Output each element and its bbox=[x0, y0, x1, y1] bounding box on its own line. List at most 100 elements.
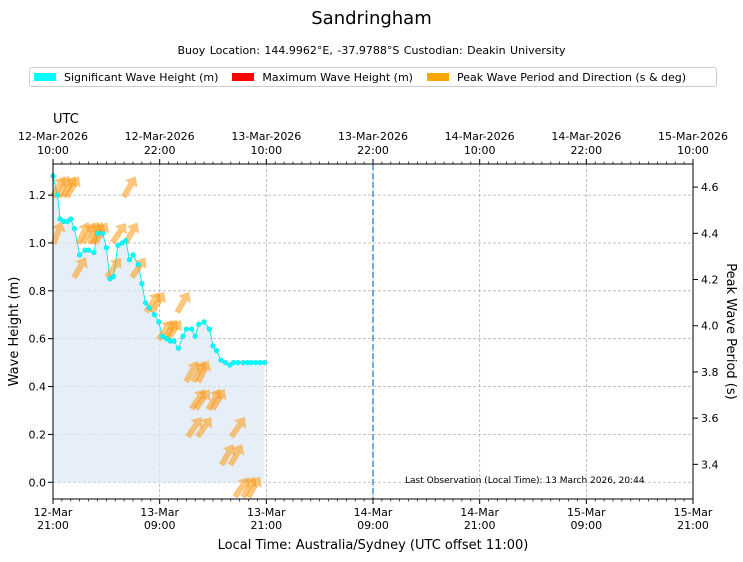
significant-height-point bbox=[213, 348, 220, 354]
x-tick-label: 15-Mar bbox=[567, 506, 606, 519]
y2-tick-label: 4.6 bbox=[701, 181, 719, 194]
axis-labels: 12-Mar21:0013-Mar09:0013-Mar21:0014-Mar0… bbox=[7, 130, 738, 553]
peak-period-arrow bbox=[71, 257, 88, 280]
period-arrows bbox=[50, 175, 262, 499]
legend-label: Significant Wave Height (m) bbox=[64, 70, 219, 84]
significant-height-point bbox=[139, 281, 145, 287]
top-x-tick-label: 22:00 bbox=[144, 144, 176, 157]
arrow-shape bbox=[227, 444, 245, 467]
arrow-shape bbox=[174, 291, 191, 314]
significant-height-point bbox=[110, 273, 117, 280]
peak-period-arrow bbox=[245, 476, 262, 499]
x-tick-label: 09:00 bbox=[570, 519, 602, 532]
significant-height-point bbox=[64, 218, 70, 225]
y-tick-label: 0.6 bbox=[29, 333, 47, 346]
x-tick-label: 21:00 bbox=[37, 519, 69, 532]
significant-height-point bbox=[235, 360, 241, 366]
y2-tick-label: 4.4 bbox=[701, 227, 719, 240]
significant-height-point bbox=[57, 216, 63, 222]
significant-height-point bbox=[206, 326, 213, 332]
x-tick-label: 21:00 bbox=[464, 519, 496, 532]
top-x-tick-label: 13-Mar-2026 bbox=[338, 130, 408, 143]
top-x-tick-label: 10:00 bbox=[464, 144, 496, 157]
chart-title: Sandringham bbox=[311, 8, 432, 29]
significant-height-point bbox=[227, 362, 233, 368]
top-x-tick-label: 10:00 bbox=[37, 144, 69, 157]
significant-height-point bbox=[210, 343, 216, 349]
significant-height-point bbox=[142, 300, 149, 306]
top-x-tick-label: 10:00 bbox=[250, 144, 282, 157]
peak-period-arrow bbox=[229, 417, 246, 439]
legend-item-maximum-height: Maximum Wave Height (m) bbox=[232, 71, 413, 84]
x-tick-label: 21:00 bbox=[250, 519, 282, 532]
arrow-shape bbox=[195, 417, 213, 439]
arrow-shape bbox=[64, 176, 81, 199]
top-x-tick-label: 14-Mar-2026 bbox=[445, 130, 515, 143]
arrow-shape bbox=[195, 360, 212, 384]
arrow-shape bbox=[185, 417, 203, 439]
significant-height-point bbox=[130, 252, 136, 258]
significant-height-point bbox=[115, 242, 121, 248]
significant-height-point bbox=[68, 216, 74, 222]
significant-height-point bbox=[230, 360, 237, 366]
arrow-shape bbox=[71, 257, 88, 280]
y2-tick-label: 4.0 bbox=[701, 320, 719, 333]
last-observation-annotation: Last Observation (Local Time): 13 March … bbox=[405, 476, 645, 486]
x-tick-label: 15-Mar bbox=[674, 506, 713, 519]
arrow-shape bbox=[219, 444, 236, 467]
top-x-tick-label: 13-Mar-2026 bbox=[231, 130, 301, 143]
significant-height-point bbox=[192, 333, 198, 339]
legend-item-significant-height: Significant Wave Height (m) bbox=[34, 71, 218, 84]
utc-axis-title: UTC bbox=[53, 112, 79, 127]
significant-height-point bbox=[103, 245, 109, 251]
peak-period-arrow bbox=[232, 477, 250, 499]
significant-height-point bbox=[248, 360, 254, 366]
significant-height-point bbox=[261, 360, 268, 366]
significant-height-point bbox=[218, 357, 224, 363]
peak-period-arrow bbox=[109, 223, 127, 245]
peak-period-arrow bbox=[121, 176, 138, 199]
significant-height-point bbox=[126, 257, 133, 263]
legend-swatch-orange bbox=[426, 73, 449, 81]
significant-height-point bbox=[240, 360, 246, 366]
y-tick-label: 0.4 bbox=[29, 381, 47, 394]
significant-height-point bbox=[77, 252, 83, 258]
significant-height-point bbox=[222, 360, 229, 366]
arrow-shape bbox=[183, 361, 200, 384]
peak-period-arrow bbox=[50, 221, 66, 245]
axes bbox=[48, 159, 698, 504]
x-tick-label: 12-Mar bbox=[34, 506, 73, 519]
significant-height-point bbox=[257, 360, 263, 366]
significant-height-point bbox=[253, 360, 259, 366]
peak-period-arrow bbox=[227, 444, 245, 467]
significant-height-point bbox=[175, 345, 181, 351]
top-x-tick-label: 10:00 bbox=[677, 144, 709, 157]
significant-height-point bbox=[85, 247, 92, 253]
y2-tick-label: 3.6 bbox=[701, 412, 719, 425]
y2-tick-label: 3.8 bbox=[701, 366, 719, 379]
x-tick-label: 14-Mar bbox=[460, 506, 499, 519]
arrow-shape bbox=[210, 388, 227, 411]
legend-label: Maximum Wave Height (m) bbox=[262, 70, 413, 84]
legend: Significant Wave Height (m) Maximum Wave… bbox=[29, 67, 717, 87]
x-tick-label: 14-Mar bbox=[354, 506, 393, 519]
x-tick-label: 09:00 bbox=[357, 519, 389, 532]
buoy-info: Buoy Location: 144.9962°E, -37.9788°S Cu… bbox=[177, 44, 566, 57]
top-x-tick-label: 22:00 bbox=[357, 144, 389, 157]
peak-period-arrow bbox=[219, 444, 236, 467]
y2-tick-label: 4.2 bbox=[701, 274, 719, 287]
significant-height-point bbox=[107, 276, 113, 282]
significant-height-point bbox=[135, 261, 141, 268]
significant-height-point bbox=[201, 319, 207, 325]
arrow-shape bbox=[232, 477, 250, 499]
significant-height-point bbox=[94, 230, 101, 236]
top-x-tick-label: 12-Mar-2026 bbox=[18, 130, 88, 143]
significant-height-point bbox=[91, 249, 97, 256]
arrow-shape bbox=[109, 223, 127, 245]
peak-period-arrow bbox=[195, 360, 212, 384]
y2-axis-title: Peak Wave Period (s) bbox=[723, 263, 738, 399]
peak-period-arrow bbox=[64, 176, 81, 199]
y-tick-label: 1.2 bbox=[29, 189, 47, 202]
peak-period-arrow bbox=[195, 417, 213, 439]
